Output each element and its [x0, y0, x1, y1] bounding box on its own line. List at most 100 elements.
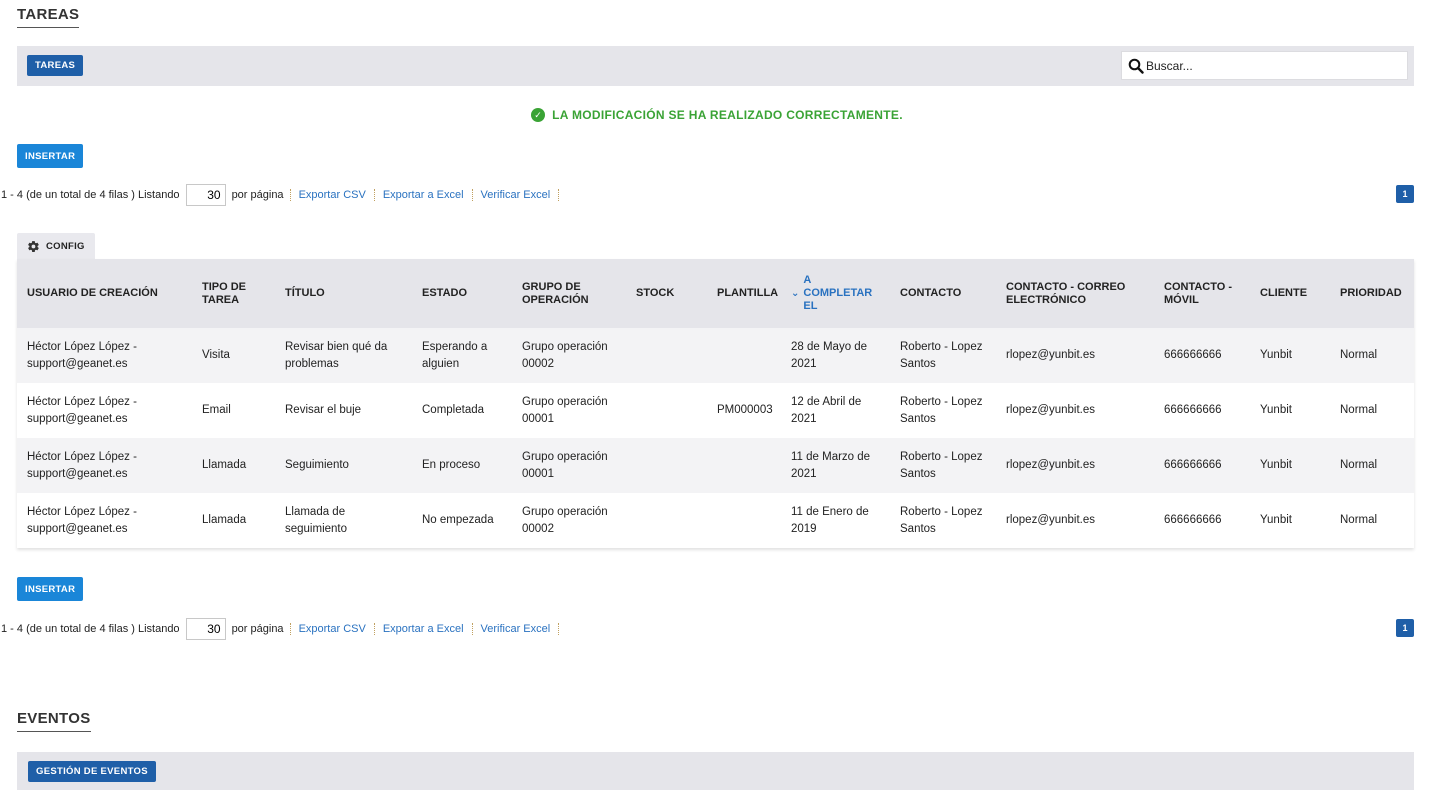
cell-movil: 666666666: [1154, 328, 1250, 383]
cell-tipo-link[interactable]: Email: [192, 383, 275, 438]
eventos-section-title: EVENTOS: [17, 710, 91, 732]
col-header-usuario[interactable]: USUARIO DE CREACIÓN: [17, 259, 192, 328]
cell-correo: rlopez@yunbit.es: [996, 383, 1154, 438]
cell-plantilla: [707, 328, 781, 383]
cell-movil: 666666666: [1154, 438, 1250, 493]
cell-fecha: 12 de Abril de 2021: [781, 383, 890, 438]
cell-prioridad: Normal: [1330, 438, 1414, 493]
cell-fecha: 28 de Mayo de 2021: [781, 328, 890, 383]
tasks-table: USUARIO DE CREACIÓN TIPO DE TAREA TÍTULO…: [17, 259, 1414, 548]
cell-contacto-link[interactable]: Roberto - Lopez Santos: [890, 383, 996, 438]
cell-cliente: Yunbit: [1250, 493, 1330, 548]
col-header-correo[interactable]: CONTACTO - CORREO ELECTRÓNICO: [996, 259, 1154, 328]
eventos-toolbar: GESTIÓN DE EVENTOS: [17, 752, 1414, 790]
cell-estado: Completada: [412, 383, 512, 438]
check-circle-icon: ✓: [531, 108, 546, 122]
col-header-tipo[interactable]: TIPO DE TAREA: [192, 259, 275, 328]
per-page-input[interactable]: [185, 184, 226, 206]
table-header-row: USUARIO DE CREACIÓN TIPO DE TAREA TÍTULO…: [17, 259, 1414, 328]
export-csv-link[interactable]: Exportar CSV: [289, 623, 375, 635]
cell-prioridad: Normal: [1330, 328, 1414, 383]
pager-top: 1 - 4 (de un total de 4 filas ) Listando…: [1, 183, 560, 207]
cell-contacto-link[interactable]: Roberto - Lopez Santos: [890, 493, 996, 548]
insert-button-bottom[interactable]: INSERTAR: [17, 577, 84, 601]
cell-estado: En proceso: [412, 438, 512, 493]
cell-stock: [626, 328, 707, 383]
cell-contacto-link[interactable]: Roberto - Lopez Santos: [890, 438, 996, 493]
cell-usuario: Héctor López López - support@geanet.es: [17, 383, 192, 438]
config-label: CONFIG: [46, 240, 85, 252]
table-row[interactable]: Héctor López López - support@geanet.es L…: [17, 438, 1414, 493]
cell-fecha: 11 de Enero de 2019: [781, 493, 890, 548]
cell-usuario: Héctor López López - support@geanet.es: [17, 493, 192, 548]
cell-usuario: Héctor López López - support@geanet.es: [17, 438, 192, 493]
cell-plantilla: [707, 493, 781, 548]
col-header-stock[interactable]: STOCK: [626, 259, 707, 328]
col-header-movil[interactable]: CONTACTO - MÓVIL: [1154, 259, 1250, 328]
table-row[interactable]: Héctor López López - support@geanet.es V…: [17, 328, 1414, 383]
col-header-grupo[interactable]: GRUPO DE OPERACIÓN: [512, 259, 626, 328]
gear-icon: [28, 240, 39, 252]
cell-stock: [626, 383, 707, 438]
cell-plantilla: PM000003: [707, 383, 781, 438]
chevron-down-icon: ⌄: [791, 288, 800, 299]
cell-prioridad: Normal: [1330, 493, 1414, 548]
export-excel-link[interactable]: Exportar a Excel: [375, 623, 473, 635]
verify-excel-link[interactable]: Verificar Excel: [473, 623, 560, 635]
cell-estado: No empezada: [412, 493, 512, 548]
cell-tipo-link[interactable]: Visita: [192, 328, 275, 383]
pager-bottom: 1 - 4 (de un total de 4 filas ) Listando…: [1, 617, 560, 641]
cell-stock: [626, 438, 707, 493]
cell-movil: 666666666: [1154, 383, 1250, 438]
col-header-prioridad[interactable]: PRIORIDAD: [1330, 259, 1414, 328]
cell-tipo-link[interactable]: Llamada: [192, 493, 275, 548]
cell-titulo: Revisar el buje: [275, 383, 412, 438]
tareas-tab[interactable]: TAREAS: [27, 55, 84, 76]
col-header-fecha-label: A COMPLETAR EL: [803, 274, 873, 312]
cell-grupo: Grupo operación 00001: [512, 438, 626, 493]
config-button[interactable]: CONFIG: [17, 233, 95, 259]
cell-tipo-link[interactable]: Llamada: [192, 438, 275, 493]
search-input[interactable]: [1144, 57, 1384, 74]
page-1-button[interactable]: 1: [1396, 619, 1414, 637]
cell-cliente: Yunbit: [1250, 438, 1330, 493]
col-header-plantilla[interactable]: PLANTILLA: [707, 259, 781, 328]
per-page-input[interactable]: [185, 618, 226, 640]
gestion-eventos-tab[interactable]: GESTIÓN DE EVENTOS: [28, 761, 156, 782]
cell-contacto-link[interactable]: Roberto - Lopez Santos: [890, 328, 996, 383]
cell-titulo: Llamada de seguimiento: [275, 493, 412, 548]
cell-correo: rlopez@yunbit.es: [996, 438, 1154, 493]
col-header-titulo[interactable]: TÍTULO: [275, 259, 412, 328]
cell-usuario: Héctor López López - support@geanet.es: [17, 328, 192, 383]
cell-cliente: Yunbit: [1250, 383, 1330, 438]
export-excel-link[interactable]: Exportar a Excel: [375, 189, 473, 201]
col-header-cliente[interactable]: CLIENTE: [1250, 259, 1330, 328]
success-message-text: LA MODIFICACIÓN SE HA REALIZADO CORRECTA…: [552, 108, 903, 122]
col-header-contacto[interactable]: CONTACTO: [890, 259, 996, 328]
cell-grupo: Grupo operación 00002: [512, 493, 626, 548]
export-csv-link[interactable]: Exportar CSV: [289, 189, 375, 201]
page-1-button[interactable]: 1: [1396, 185, 1414, 203]
table-row[interactable]: Héctor López López - support@geanet.es L…: [17, 493, 1414, 548]
cell-titulo: Revisar bien qué da problemas: [275, 328, 412, 383]
pager-summary: 1 - 4 (de un total de 4 filas ) Listando: [1, 189, 180, 201]
cell-correo: rlopez@yunbit.es: [996, 328, 1154, 383]
tareas-toolbar: TAREAS: [17, 46, 1414, 86]
cell-grupo: Grupo operación 00002: [512, 328, 626, 383]
cell-stock: [626, 493, 707, 548]
cell-grupo: Grupo operación 00001: [512, 383, 626, 438]
per-page-label: por página: [231, 189, 284, 201]
col-header-estado[interactable]: ESTADO: [412, 259, 512, 328]
pager-summary: 1 - 4 (de un total de 4 filas ) Listando: [1, 623, 180, 635]
success-message: ✓ LA MODIFICACIÓN SE HA REALIZADO CORREC…: [0, 108, 1434, 122]
cell-estado: Esperando a alguien: [412, 328, 512, 383]
search-box[interactable]: [1121, 51, 1408, 80]
cell-plantilla: [707, 438, 781, 493]
cell-cliente: Yunbit: [1250, 328, 1330, 383]
table-row[interactable]: Héctor López López - support@geanet.es E…: [17, 383, 1414, 438]
insert-button-top[interactable]: INSERTAR: [17, 144, 84, 168]
search-icon: [1128, 58, 1144, 74]
cell-titulo: Seguimiento: [275, 438, 412, 493]
verify-excel-link[interactable]: Verificar Excel: [473, 189, 560, 201]
col-header-fecha[interactable]: ⌄ A COMPLETAR EL: [781, 259, 890, 328]
